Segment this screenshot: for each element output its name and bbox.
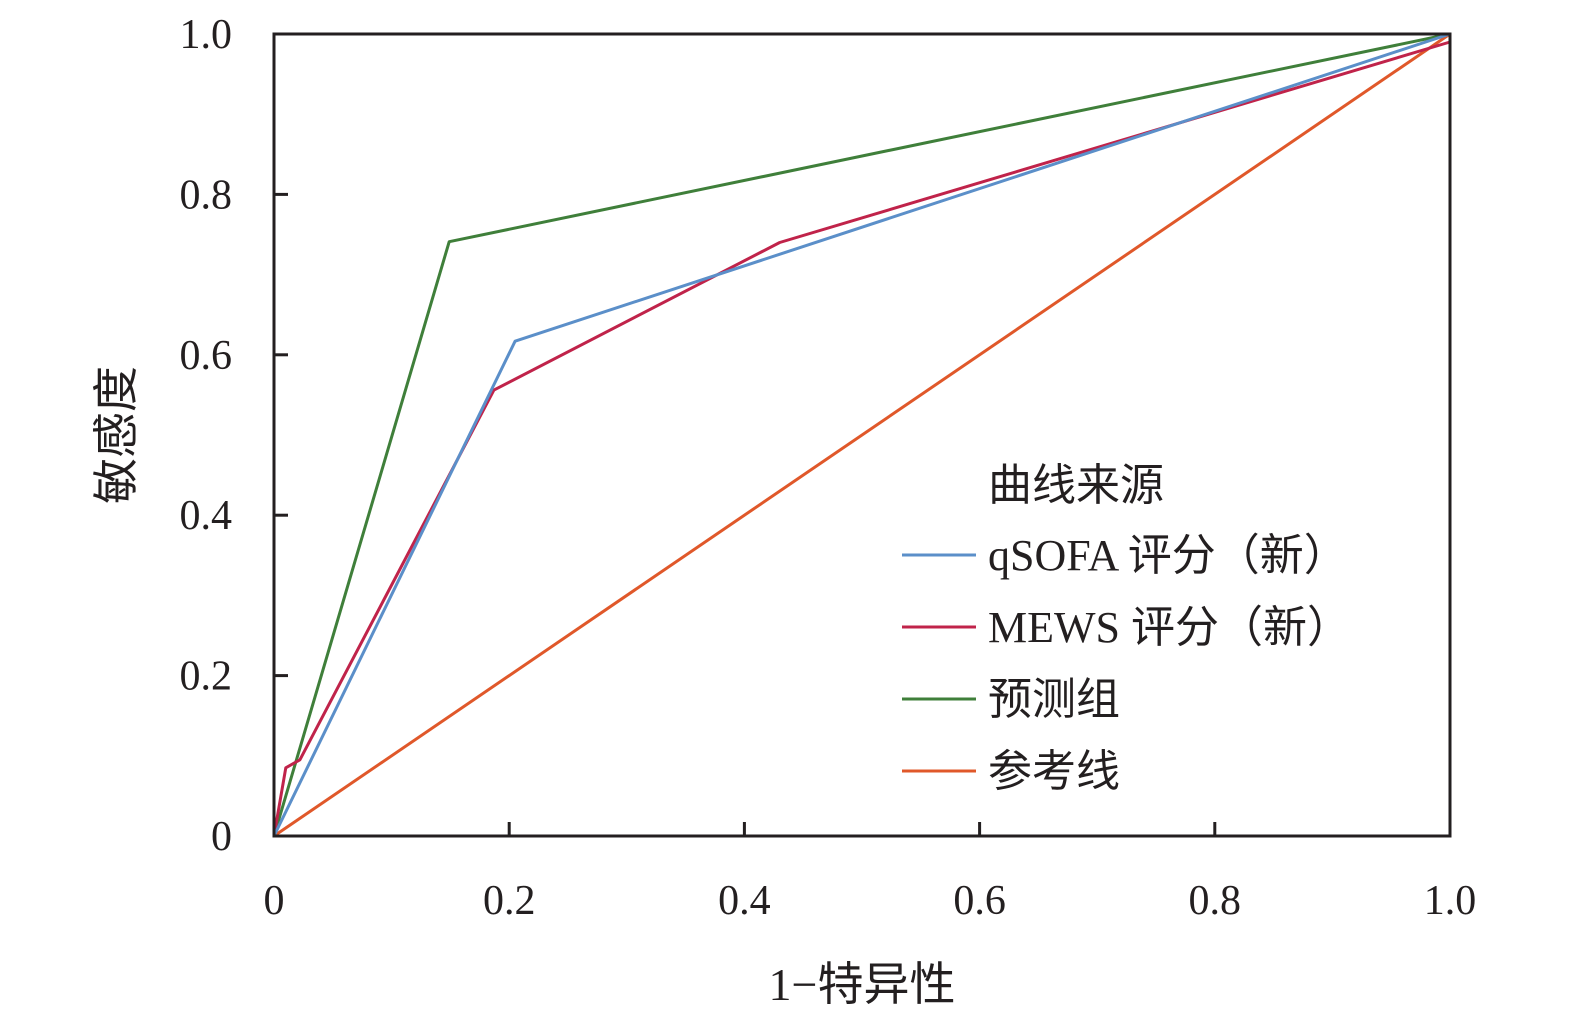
legend-title: 曲线来源	[988, 461, 1164, 510]
x-tick-label-4: 0.8	[1189, 878, 1242, 924]
series-line-3	[273, 32, 1451, 838]
series-layer	[272, 32, 1452, 838]
y-tick-label-5: 1.0	[180, 12, 233, 58]
legend-label-3: 参考线	[988, 747, 1120, 796]
legend-label-1: MEWS 评分（新）	[988, 603, 1351, 652]
x-tick-label-0: 0	[264, 878, 285, 924]
y-axis-title: 敏感度	[91, 366, 142, 504]
legend-label-2: 预测组	[988, 675, 1120, 724]
y-tick-label-3: 0.6	[180, 333, 233, 379]
x-tick-label-5: 1.0	[1424, 878, 1477, 924]
y-tick-label-2: 0.4	[180, 493, 233, 539]
x-axis-title: 1−特异性	[769, 959, 956, 1010]
plot-frame	[272, 32, 1452, 838]
y-tick-label-4: 0.8	[180, 172, 233, 218]
y-tick-label-1: 0.2	[180, 654, 233, 700]
legend-label-0: qSOFA 评分（新）	[988, 531, 1348, 580]
x-tick-label-1: 0.2	[483, 878, 536, 924]
series-line-2	[272, 32, 1451, 837]
series-line-0	[272, 32, 1451, 837]
x-tick-label-3: 0.6	[953, 878, 1006, 924]
x-tick-label-2: 0.4	[718, 878, 771, 924]
y-tick-label-0: 0	[211, 814, 232, 860]
tick-layer: 0 0.2 0.4 0.6 0.8 1.0 0 0.2 0.4 0.6 0.8 1.0	[180, 12, 1477, 924]
